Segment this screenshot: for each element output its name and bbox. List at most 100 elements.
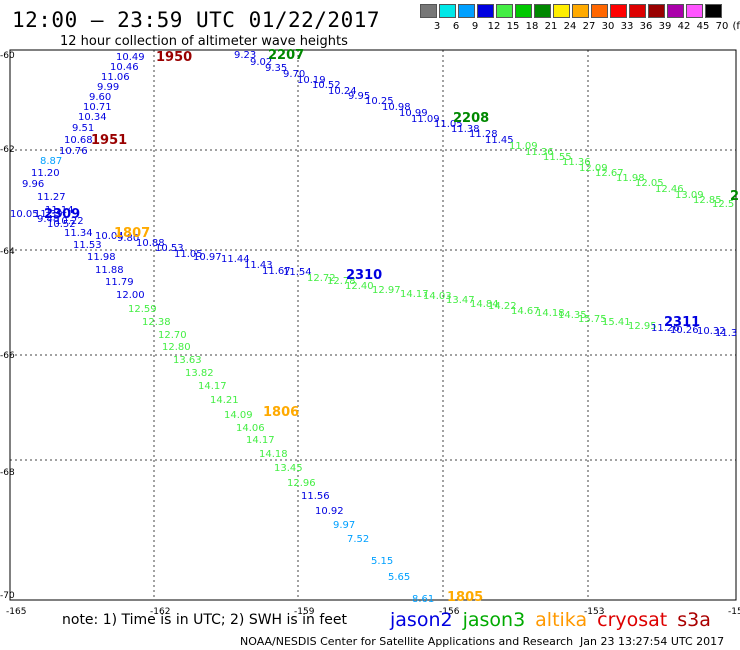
- wave-height-label: 12.70: [158, 330, 187, 341]
- wave-height-label: 14.22: [488, 301, 517, 312]
- wave-height-label: 10.49: [116, 52, 145, 63]
- wave-height-label: 12.09: [579, 163, 608, 174]
- wave-height-label: 12.40: [345, 281, 374, 292]
- wave-height-label: 5.15: [371, 556, 393, 567]
- wave-height-label: 12.85: [693, 195, 722, 206]
- scale-label: 39: [658, 21, 672, 32]
- y-tick-label: -62: [0, 145, 15, 155]
- timestamp-text: Jan 23 13:27:54 UTC 2017: [580, 635, 725, 648]
- wave-height-label: 11.26: [651, 323, 680, 334]
- wave-height-label: 11.14: [45, 205, 74, 216]
- wave-height-label: 9.99: [97, 82, 119, 93]
- wave-height-label: 14.21: [210, 395, 239, 406]
- legend-item-cryosat: cryosat: [597, 609, 668, 631]
- wave-height-label: 10.52: [312, 80, 341, 91]
- wave-height-label: 10.97: [193, 252, 222, 263]
- wave-height-label: 11.20: [31, 168, 60, 179]
- wave-height-label: 14.03: [423, 291, 452, 302]
- wave-height-label: 11.98: [616, 173, 645, 184]
- wave-height-label: 15.75: [578, 314, 607, 325]
- wave-height-label: 14.84: [470, 299, 499, 310]
- scale-label: 12: [487, 21, 501, 32]
- scale-swatch: [515, 4, 532, 18]
- scale-swatch: [534, 4, 551, 18]
- satellite-legend: jason2 jason3 altika cryosat s3a: [390, 609, 721, 631]
- wave-height-label: 8.61: [412, 594, 434, 605]
- wave-height-label: 12.95: [628, 321, 657, 332]
- wave-height-label: 12.05: [635, 178, 664, 189]
- wave-height-label: 10.71: [83, 102, 112, 113]
- wave-height-label: 12.59: [128, 304, 157, 315]
- time-labels: 1950 1951 2207 2208 2309 1807 2310 2311 1806 1805…: [44, 48, 739, 605]
- wave-height-label: 9.80: [117, 233, 139, 244]
- wave-height-label: 12.80: [162, 342, 191, 353]
- scale-swatch: [439, 4, 456, 18]
- map-grid: [9, 49, 737, 601]
- scale-swatch: [458, 4, 475, 18]
- wave-height-label: 12.46: [655, 184, 684, 195]
- wave-height-label: 14.17: [198, 381, 227, 392]
- wave-height-label: 12.96: [287, 478, 316, 489]
- scale-swatch: [686, 4, 703, 18]
- wave-height-label: 14.09: [224, 410, 253, 421]
- legend-item-altika: altika: [535, 609, 588, 631]
- wave-height-label: 12.67: [595, 168, 624, 179]
- wave-height-label: 11.56: [301, 491, 330, 502]
- legend-item-s3a: s3a: [677, 609, 711, 631]
- x-tick-label: -165: [6, 607, 26, 617]
- wave-height-label: 11.54: [283, 267, 312, 278]
- scale-swatch: [420, 4, 437, 18]
- wave-height-label: 11.36: [562, 157, 591, 168]
- observation-labels: 10.4910.4611.069.999.6010.7110.349.5110.…: [10, 50, 737, 605]
- wave-height-label: 9.70: [283, 69, 305, 80]
- wave-height-label: 10.76: [59, 146, 88, 157]
- wave-height-label: 10.88: [136, 238, 165, 249]
- legend-item-jason3: jason3: [462, 609, 526, 631]
- scale-label: 70: [715, 21, 729, 32]
- scale-swatch: [553, 4, 570, 18]
- wave-height-label: 10.32: [697, 326, 726, 337]
- wave-height-label: 11.28: [469, 129, 498, 140]
- scale-label: 21: [544, 21, 558, 32]
- wave-height-label: 10.34: [78, 112, 107, 123]
- wave-height-label: 9.97: [333, 520, 355, 531]
- axis-ticks: -165 -162 -159 -156 -153 -15 -60 -62 -64 -66 -68 -7…: [0, 51, 740, 617]
- map-title: 12:00 – 23:59 UTC 01/22/2017: [12, 8, 381, 32]
- wave-height-label: 11.05: [174, 249, 203, 260]
- wave-height-label: 10.46: [110, 62, 139, 73]
- wave-height-label: 7.52: [347, 534, 369, 545]
- legend-item-jason2: jason2: [390, 609, 453, 631]
- wave-height-label: 9.48: [37, 214, 59, 225]
- wave-height-label: 11.88: [95, 265, 124, 276]
- y-tick-label: -64: [0, 247, 15, 257]
- wave-height-label: 11.34: [64, 228, 93, 239]
- wave-height-label: 11.06: [101, 72, 130, 83]
- wave-height-label: 12.38: [142, 317, 171, 328]
- wave-height-label: 9.35: [265, 63, 287, 74]
- scale-label: 24: [563, 21, 577, 32]
- wave-height-label: 14.06: [236, 423, 265, 434]
- scale-label: 33: [620, 21, 634, 32]
- time-label: 1951: [91, 133, 127, 148]
- time-label: 2207: [268, 48, 304, 63]
- wave-height-label: 15.41: [602, 317, 631, 328]
- scale-label: 27: [582, 21, 596, 32]
- time-label: 2310: [346, 268, 382, 283]
- scale-swatch: [591, 4, 608, 18]
- scale-label: 9: [471, 21, 479, 32]
- time-label: 2: [730, 189, 739, 204]
- wave-height-label: 10.98: [382, 102, 411, 113]
- wave-height-label: 10.99: [399, 108, 428, 119]
- wave-height-label: 10.68: [64, 135, 93, 146]
- wave-height-label: 10.22: [55, 216, 84, 227]
- x-tick-label: -162: [150, 607, 170, 617]
- wave-height-label: 11.09: [411, 114, 440, 125]
- wave-height-label: 11.55: [543, 152, 572, 163]
- wave-height-label: 12.97: [372, 285, 401, 296]
- wave-height-label: 10.92: [315, 506, 344, 517]
- wave-height-label: 11.3: [715, 328, 737, 339]
- scale-label: 42: [677, 21, 691, 32]
- wave-height-label: 11.43: [244, 260, 273, 271]
- wave-height-label: 11.44: [221, 254, 250, 265]
